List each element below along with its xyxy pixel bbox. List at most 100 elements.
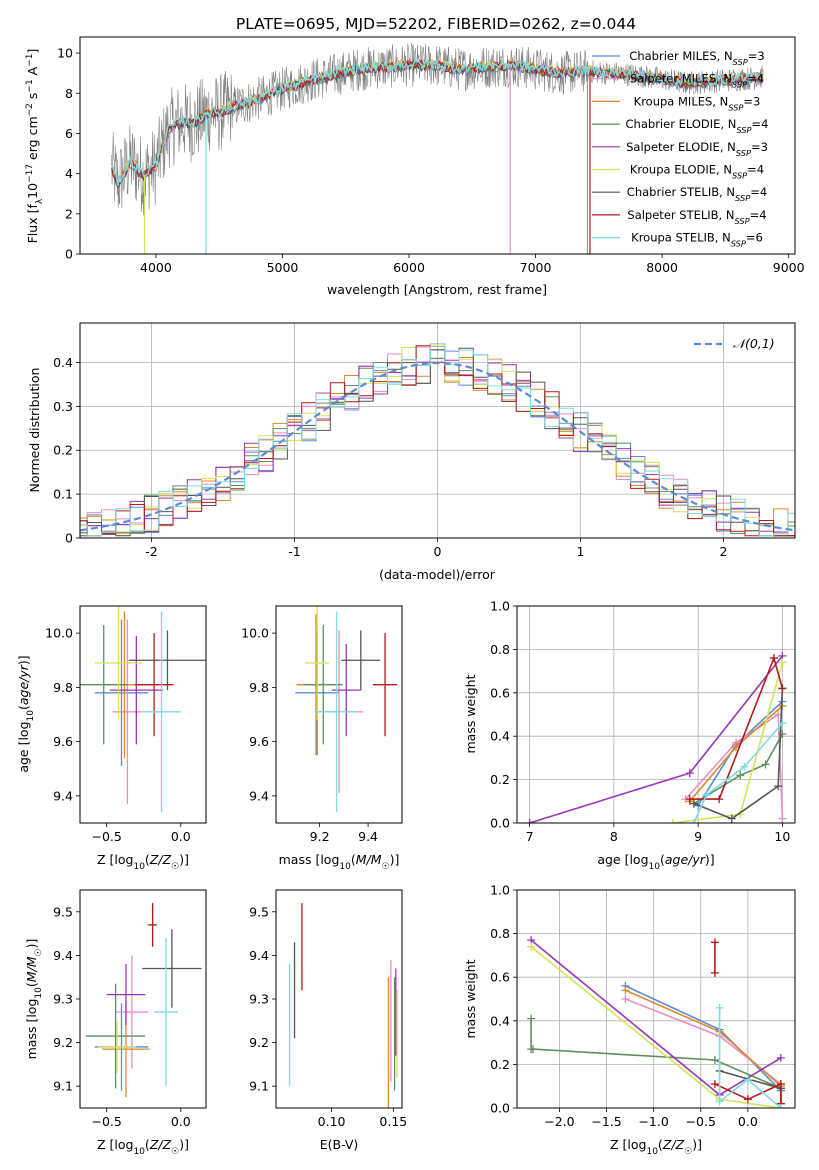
marker-plus bbox=[710, 938, 719, 947]
tick-label-y: 9.5 bbox=[53, 904, 73, 919]
point-salpeter-elodie bbox=[109, 635, 164, 745]
point-salpeter-stelib bbox=[148, 903, 158, 947]
tick-label-y: 2 bbox=[65, 206, 73, 221]
tick-label-x: 0 bbox=[434, 544, 442, 559]
tick-label-y: 8 bbox=[65, 86, 73, 101]
legend-label: 𝒩(0,1) bbox=[733, 336, 775, 351]
marker-plus bbox=[776, 1053, 785, 1062]
axes-frame bbox=[79, 605, 207, 824]
marker-plus bbox=[743, 1075, 752, 1084]
x-axis-label: mass [log10(M/M☉)] bbox=[279, 852, 400, 872]
marker-plus bbox=[776, 1104, 785, 1108]
tick-label-y: 9.4 bbox=[53, 948, 73, 963]
tick-label-y: 9.4 bbox=[53, 788, 73, 803]
point-kroupa-elodie bbox=[305, 606, 330, 720]
axes-frame bbox=[79, 322, 796, 539]
marker-plus bbox=[774, 782, 783, 791]
marker-plus bbox=[689, 799, 698, 808]
tick-label-y: 9.6 bbox=[249, 734, 269, 749]
tick-label-x: 9 bbox=[694, 829, 702, 844]
tick-label-y: 9.5 bbox=[249, 904, 269, 919]
tick-label-y: 0.6 bbox=[490, 970, 510, 985]
tick-label-x: 1 bbox=[577, 544, 585, 559]
model-kroupa-stelib bbox=[111, 57, 764, 186]
legend-label: Salpeter STELIB, NSSP=4 bbox=[627, 208, 766, 226]
marker-plus bbox=[778, 719, 787, 728]
tick-label-x: −0.5 bbox=[92, 1114, 122, 1129]
tick-label-x: 9000 bbox=[773, 260, 805, 275]
tick-label-x: −1.5 bbox=[591, 1114, 621, 1129]
marker-plus bbox=[529, 1045, 538, 1054]
tick-label-x: 7 bbox=[526, 829, 534, 844]
tick-label-x: 9.4 bbox=[358, 829, 378, 844]
panel-age-vs-mass: 9.2 9.4 9.4 9.6 9.8 10.0 mass [log10(M/M☉)] bbox=[241, 605, 403, 872]
tick-label-y: 9.4 bbox=[249, 788, 269, 803]
marker-plus bbox=[685, 769, 694, 778]
marker-plus bbox=[769, 654, 778, 663]
x-axis-label: E(B-V) bbox=[320, 1137, 359, 1152]
tick-label-y: 9.8 bbox=[249, 680, 269, 695]
marker-plus bbox=[761, 760, 770, 769]
axes-frame bbox=[516, 889, 796, 1109]
tick-label-y: 0.3 bbox=[53, 399, 73, 414]
marker-plus bbox=[778, 658, 787, 667]
point-chabrier-stelib bbox=[128, 630, 206, 691]
point-kroupa-stelib bbox=[142, 611, 181, 813]
point-kroupa-elodie bbox=[97, 1020, 137, 1074]
marker-plus bbox=[710, 1056, 719, 1065]
tick-label-x: 10 bbox=[774, 829, 790, 844]
tick-label-y: 6 bbox=[65, 126, 73, 141]
panel-massweight-vs-age: 7 8 9 10 0.0 0.2 0.4 0.6 0.8 1.0 age [log10(age/yr… bbox=[463, 599, 796, 872]
tick-label-y: 0.0 bbox=[490, 1101, 510, 1116]
tick-label-x: −0.5 bbox=[686, 1114, 716, 1129]
y-axis-label: mass weight bbox=[463, 959, 478, 1038]
axes-frame bbox=[275, 889, 403, 1109]
tick-label-y: 9.6 bbox=[53, 734, 73, 749]
marker-plus bbox=[715, 795, 724, 804]
plot-area bbox=[288, 903, 398, 1108]
tick-label-y: 9.3 bbox=[249, 992, 269, 1007]
marker-plus bbox=[715, 1097, 724, 1106]
tick-label-y: 9.2 bbox=[53, 1035, 73, 1050]
figure-title: PLATE=0695, MJD=52202, FIBERID=0262, z=0… bbox=[236, 15, 636, 33]
legend-label: Salpeter MILES, NSSP=4 bbox=[630, 72, 764, 90]
tick-label-y: 0.1 bbox=[53, 487, 73, 502]
tick-label-x: −1.0 bbox=[638, 1114, 668, 1129]
tick-label-x: 0.10 bbox=[318, 1114, 346, 1129]
point-chabrier-miles bbox=[94, 619, 149, 767]
tick-label-y: 0.4 bbox=[490, 1013, 510, 1028]
tick-label-y: 10.0 bbox=[241, 626, 269, 641]
tick-label-y: 0.2 bbox=[490, 1057, 510, 1072]
y-axis-label: mass [log10(M/M☉)] bbox=[24, 939, 44, 1060]
axes-frame bbox=[79, 36, 796, 255]
x-axis-label: age [log10(age/yr)] bbox=[597, 852, 714, 872]
tick-label-y: 9.1 bbox=[53, 1079, 73, 1094]
tick-label-y: 9.1 bbox=[249, 1079, 269, 1094]
x-axis-label: Z [log10(Z/Z☉)] bbox=[97, 852, 189, 872]
tick-label-x: 8000 bbox=[646, 260, 678, 275]
marker-plus bbox=[621, 995, 630, 1003]
point-chabrier-stelib bbox=[142, 929, 202, 1008]
plot-area bbox=[517, 606, 795, 823]
tick-label-y: 0.4 bbox=[490, 729, 510, 744]
normal-reference-curve bbox=[80, 361, 795, 532]
series-kroupa-stelib bbox=[718, 1007, 782, 1108]
legend-label: Kroupa ELODIE, NSSP=4 bbox=[630, 163, 764, 181]
point-salpeter-stelib bbox=[372, 633, 398, 737]
tick-label-x: 6000 bbox=[393, 260, 425, 275]
marker-plus bbox=[527, 942, 536, 951]
marker-plus bbox=[621, 986, 630, 995]
legend-label: Chabrier ELODIE, NSSP=4 bbox=[626, 117, 769, 135]
tick-label-y: 10 bbox=[57, 46, 73, 61]
tick-label-y: 0.4 bbox=[53, 355, 73, 370]
tick-label-y: 0.8 bbox=[490, 642, 510, 657]
tick-label-y: 0 bbox=[65, 247, 73, 262]
point-salpeter-elodie bbox=[106, 964, 146, 1026]
legend-label: Chabrier STELIB, NSSP=4 bbox=[627, 185, 767, 203]
panel-massweight-vs-Z: −2.0 −1.5 −1.0 −0.5 0.0 0.0 0.2 0.4 0.6 0.8 1.0 Z [… bbox=[463, 883, 796, 1157]
y-axis-label: mass weight bbox=[463, 674, 478, 753]
marker-plus bbox=[527, 1014, 536, 1023]
marker-plus bbox=[702, 790, 711, 799]
chart-panels: 4000 5000 6000 7000 8000 90000246810wavelengt… bbox=[16, 36, 805, 1157]
